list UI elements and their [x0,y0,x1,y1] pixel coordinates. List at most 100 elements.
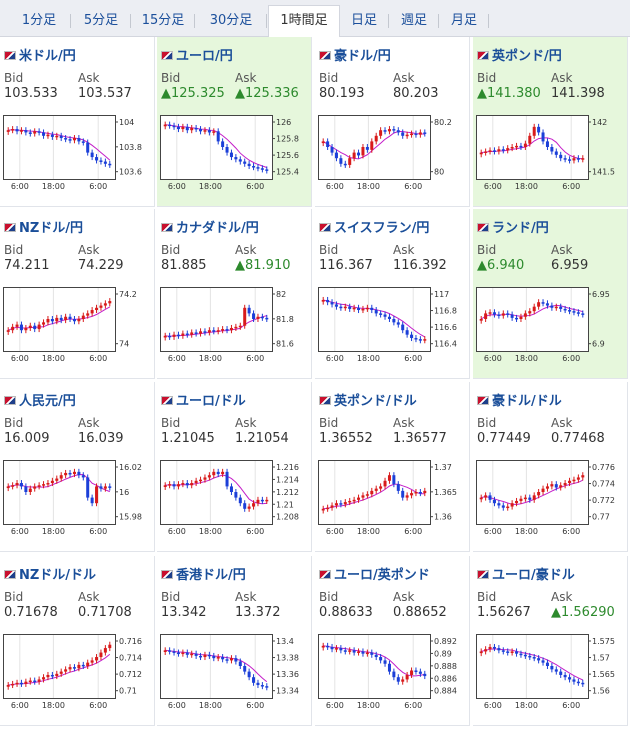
candle-body [33,680,37,683]
x-tick-label: 18:00 [515,182,538,191]
candle-body [99,652,103,658]
candle-body [581,475,585,478]
candle-body [545,303,549,306]
candle-body [50,674,54,677]
candle-body [410,670,414,675]
price-chart[interactable]: 80.2 80 6:00 18:00 6:00 [318,115,466,191]
candle-body [247,506,251,509]
tab-1[interactable]: 5分足 [72,6,131,36]
candle-body [392,671,396,678]
price-chart[interactable]: 1.575 1.57 1.565 1.56 6:00 18:00 6:00 [476,634,624,710]
pair-title[interactable]: ユーロ/円 [161,45,233,64]
candle-body [484,313,488,319]
pair-title[interactable]: NZドル/ドル [4,564,96,583]
pair-title[interactable]: ユーロ/豪ドル [477,564,575,583]
pair-title[interactable]: 英ポンド/円 [477,45,562,64]
candle-body [64,316,68,321]
candle-body [550,666,554,670]
candle-body [519,498,523,501]
pair-cell[interactable]: 豪ドル/円 Bid Ask 80.193 80.203 80.2 80 6:00 18:00 6:… [315,37,470,207]
price-chart[interactable]: 117 116.8 116.6 116.4 6:00 18:00 6:00 [318,287,466,363]
candle-body [523,313,527,317]
pair-cell[interactable]: カナダドル/円 Bid Ask 81.885 ▲81.910 82 81.8 81.6 6:00… [157,209,312,379]
price-chart[interactable]: 0.776 0.774 0.772 0.77 6:00 18:00 6:00 [476,460,624,536]
price-chart[interactable]: 6.95 6.9 6:00 18:00 6:00 [476,287,624,363]
pair-cell[interactable]: 英ポンド/円 Bid Ask ▲141.380 141.398 142 141.5 6:00 1… [473,37,628,207]
pair-cell[interactable]: ユーロ/英ポンド Bid Ask 0.88633 0.88652 0.892 0.89 0.8… [315,556,470,726]
candle-body [24,681,28,684]
pair-cell[interactable]: ユーロ/豪ドル Bid Ask 1.56267 ▲1.56290 1.575 1.57 1.5… [473,556,628,726]
price-chart[interactable]: 0.892 0.89 0.888 0.886 0.884 6:00 18:00 6:00 [318,634,466,710]
pair-title[interactable]: カナダドル/円 [161,217,259,236]
tab-4[interactable]: 1時間足 [268,5,340,37]
bid-label: Bid [161,71,181,85]
price-chart[interactable]: 142 141.5 6:00 18:00 6:00 [476,115,624,191]
pair-title[interactable]: スイスフラン/円 [319,217,429,236]
candle-body [55,135,59,138]
candle-body [256,167,260,169]
tab-7[interactable]: 月足 [440,6,489,36]
price-chart[interactable]: 0.716 0.714 0.712 0.71 6:00 18:00 6:00 [3,634,151,710]
us-jp-flag-icon [4,51,16,60]
pair-title[interactable]: ユーロ/英ポンド [319,564,430,583]
pair-cell[interactable]: スイスフラン/円 Bid Ask 116.367 116.392 117 116.8 116.… [315,209,470,379]
pair-cell[interactable]: 人民元/円 Bid Ask 16.009 16.039 16.02 16 15.98 6:00 1… [0,382,155,552]
candle-body [387,663,391,672]
price-chart[interactable]: 1.216 1.214 1.212 1.21 1.208 6:00 18:00 6:00 [160,460,308,536]
candle-body [365,147,369,150]
price-chart[interactable]: 1.37 1.365 1.36 6:00 18:00 6:00 [318,460,466,536]
candle-body [181,126,185,130]
pair-title[interactable]: NZドル/円 [4,217,83,236]
pair-name: カナダドル/円 [176,221,259,236]
candle-body [343,163,347,166]
y-tick-label: 116.4 [434,340,457,349]
bid-label: Bid [477,243,497,257]
pair-cell[interactable]: ランド/円 Bid Ask ▲6.940 6.959 6.95 6.9 6:00 18:00 6:… [473,209,628,379]
pair-cell[interactable]: 英ポンド/ドル Bid Ask 1.36552 1.36577 1.37 1.365 1.36… [315,382,470,552]
pair-title[interactable]: 英ポンド/ドル [319,390,417,409]
pair-cell[interactable]: 米ドル/円 Bid Ask 103.533 103.537 104 103.8 103.6 6:… [0,37,155,207]
pair-cell[interactable]: 豪ドル/ドル Bid Ask 0.77449 0.77468 0.776 0.774 0.77… [473,382,628,552]
candle-body [77,471,81,476]
candle-body [326,299,330,303]
candle-body [405,330,409,335]
y-tick-label: 141.5 [592,168,615,177]
candle-body [334,648,338,650]
candle-body [247,307,251,314]
candle-body [163,650,167,652]
candle-body [418,671,422,674]
pair-title[interactable]: 人民元/円 [4,390,76,409]
bid-value: 116.367 [319,258,373,273]
candle-body [418,132,422,135]
price-chart[interactable]: 74.2 74 6:00 18:00 6:00 [3,287,151,363]
candle-body [234,326,238,329]
pair-title[interactable]: 豪ドル/ドル [477,390,562,409]
candle-body [510,147,514,149]
pair-cell[interactable]: ユーロ/ドル Bid Ask 1.21045 1.21054 1.216 1.214 1.21… [157,382,312,552]
candle-body [576,312,580,314]
price-chart[interactable]: 16.02 16 15.98 6:00 18:00 6:00 [3,460,151,536]
price-chart[interactable]: 126 125.8 125.6 125.4 6:00 18:00 6:00 [160,115,308,191]
tab-6[interactable]: 週足 [390,6,439,36]
pair-title[interactable]: 豪ドル/円 [319,45,391,64]
tab-2[interactable]: 15分足 [132,6,195,36]
pair-cell[interactable]: 香港ドル/円 Bid Ask 13.342 13.372 13.4 13.38 13.36 13… [157,556,312,726]
pair-cell[interactable]: NZドル/円 Bid Ask 74.211 74.229 74.2 74 6:00 18:00 6… [0,209,155,379]
price-chart[interactable]: 82 81.8 81.6 6:00 18:00 6:00 [160,287,308,363]
price-chart[interactable]: 13.4 13.38 13.36 13.34 6:00 18:00 6:00 [160,634,308,710]
candle-body [387,129,391,132]
bid-label: Bid [319,590,339,604]
pair-title[interactable]: ユーロ/ドル [161,390,246,409]
pair-cell[interactable]: ユーロ/円 Bid Ask ▲125.325 ▲125.336 126 125.8 125.6… [157,37,312,207]
tab-3[interactable]: 30分足 [196,6,267,36]
candle-body [532,495,536,500]
bid-value: ▲6.940 [477,258,525,273]
tab-5[interactable]: 日足 [340,6,389,36]
tab-0[interactable]: 1分足 [8,6,71,36]
pair-title[interactable]: ランド/円 [477,217,549,236]
price-chart[interactable]: 104 103.8 103.6 6:00 18:00 6:00 [3,115,151,191]
candle-body [545,486,549,489]
pair-title[interactable]: 米ドル/円 [4,45,76,64]
pair-title[interactable]: 香港ドル/円 [161,564,246,583]
pair-cell[interactable]: NZドル/ドル Bid Ask 0.71678 0.71708 0.716 0.714 0.7… [0,556,155,726]
